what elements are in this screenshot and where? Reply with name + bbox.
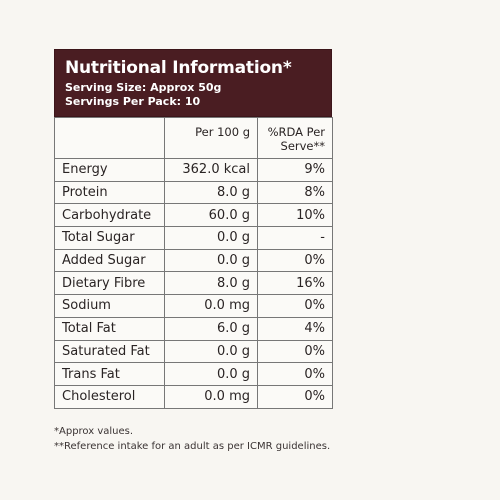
table-row: Total Sugar 0.0 g- [54, 226, 333, 250]
table-header-row: Per 100 g %RDA Per Serve** [54, 117, 333, 159]
nutrient-rda: 0% [257, 362, 333, 386]
nutrient-rda: 16% [257, 271, 333, 296]
column-header-nutrient [54, 117, 165, 159]
nutrition-header: Nutritional Information* Serving Size: A… [54, 49, 332, 117]
servings-per-pack: Servings Per Pack: 10 [65, 95, 201, 108]
nutrient-name: Protein [54, 180, 165, 205]
table-row: Saturated Fat 0.0 g 0% [54, 339, 333, 364]
table-row: Sodium 0.0 mg 0% [54, 294, 333, 318]
nutrient-rda: 0% [257, 339, 333, 364]
nutrient-rda: 8% [257, 180, 333, 205]
nutrient-per-100g: 6.0 g [164, 316, 258, 341]
nutrient-per-100g: 0.0 g [164, 339, 258, 364]
nutrient-name: Total Sugar [54, 226, 165, 250]
nutrient-name: Total Fat [54, 316, 165, 341]
nutrient-name: Dietary Fibre [54, 271, 165, 296]
column-header-rda: %RDA Per Serve** [257, 117, 333, 159]
nutrient-per-100g: 8.0 g [164, 271, 258, 296]
nutrient-per-100g: 0.0 g [164, 226, 258, 250]
serving-size: Serving Size: Approx 50g [65, 81, 222, 94]
nutrition-label: Nutritional Information* Serving Size: A… [54, 49, 333, 409]
nutrition-title: Nutritional Information* [65, 58, 292, 78]
nutrient-per-100g: 60.0 g [164, 203, 258, 228]
table-row: Energy 362.0 kcal 9% [54, 158, 333, 182]
column-header-per-100g: Per 100 g [164, 117, 258, 159]
nutrient-rda: 0% [257, 384, 333, 409]
nutrient-per-100g: 0.0 mg [164, 294, 258, 318]
nutrient-per-100g: 8.0 g [164, 180, 258, 205]
nutrient-rda: 10% [257, 203, 333, 228]
footnote-reference: **Reference intake for an adult as per I… [54, 441, 331, 452]
nutrient-per-100g: 0.0 g [164, 362, 258, 386]
nutrient-name: Carbohydrate [54, 203, 165, 228]
table-row: Trans Fat 0.0 g 0% [54, 362, 333, 386]
table-row: Protein 8.0 g 8% [54, 180, 333, 205]
nutrient-per-100g: 0.0 g [164, 248, 258, 273]
nutrition-table: Per 100 g %RDA Per Serve** Energy 362.0 k… [54, 117, 333, 409]
table-row: Dietary Fibre 8.0 g 16% [54, 271, 333, 296]
nutrient-name: Cholesterol [54, 384, 165, 409]
nutrient-rda: 0% [257, 248, 333, 273]
nutrient-name: Saturated Fat [54, 339, 165, 364]
nutrient-rda: 9% [257, 158, 333, 182]
footnotes: *Approx values. **Reference intake for a… [54, 424, 474, 454]
nutrient-name: Sodium [54, 294, 165, 318]
nutrient-per-100g: 0.0 mg [164, 384, 258, 409]
nutrient-name: Added Sugar [54, 248, 165, 273]
table-row: Cholesterol 0.0 mg 0% [54, 384, 333, 409]
table-row: Added Sugar 0.0 g 0% [54, 248, 333, 273]
nutrient-rda: 4% [257, 316, 333, 341]
nutrient-rda: 0% [257, 294, 333, 318]
nutrient-name: Energy [54, 158, 165, 182]
table-row: Carbohydrate 60.0 g 10% [54, 203, 333, 228]
table-row: Total Fat 6.0 g 4% [54, 316, 333, 341]
nutrient-rda: - [257, 226, 333, 250]
nutrient-per-100g: 362.0 kcal [164, 158, 258, 182]
nutrient-name: Trans Fat [54, 362, 165, 386]
footnote-approx: *Approx values. [54, 426, 134, 437]
